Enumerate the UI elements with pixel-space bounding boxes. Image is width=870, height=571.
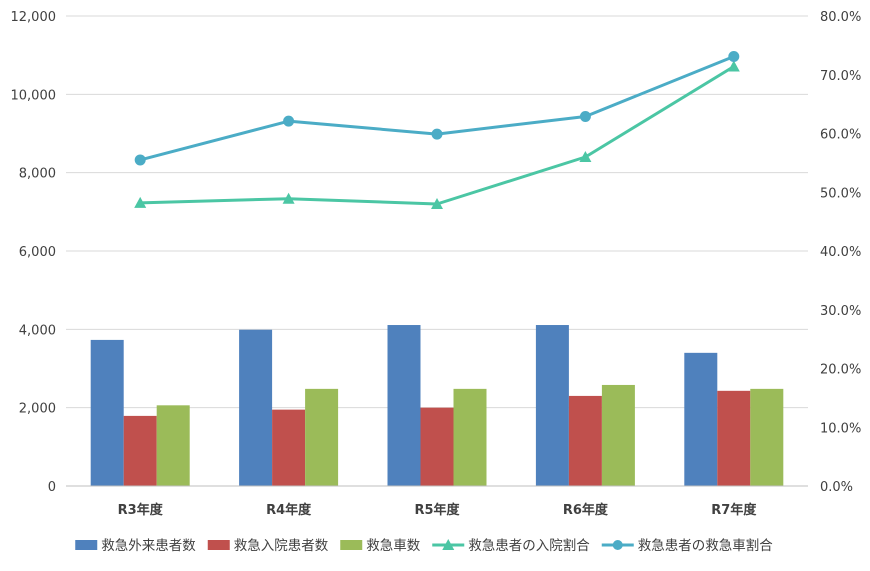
point-marker	[728, 51, 740, 63]
legend-label: 救急外来患者数	[101, 538, 196, 554]
y-left-tick-label: 8,000	[19, 167, 56, 182]
point-marker	[283, 115, 295, 127]
y-right-tick-label: 80.0%	[820, 10, 861, 25]
point-marker	[579, 151, 592, 162]
x-tick-label: R6年度	[563, 502, 609, 518]
legend-label: 救急患者の入院割合	[468, 537, 590, 554]
y-left-tick-label: 10,000	[11, 88, 57, 103]
bar	[601, 384, 635, 486]
axes: 0 2,000 4,000 6,000 8,000 10,000 12,000 0.0% 10.…	[11, 10, 862, 518]
y-left-tick-label: 2,000	[19, 402, 56, 417]
bar	[305, 388, 339, 486]
bar	[387, 325, 421, 486]
bar	[717, 390, 751, 486]
bar	[90, 339, 124, 486]
x-tick-label: R4年度	[266, 502, 312, 518]
point-marker	[727, 60, 740, 72]
y-right-tick-label: 20.0%	[820, 363, 861, 378]
bar	[750, 388, 784, 486]
legend: 救急外来患者数 救急入院患者数 救急車数 救急患者の入院割合 救急患者の救急車割合	[75, 537, 773, 554]
bar	[453, 388, 487, 486]
legend-label: 救急車数	[366, 538, 420, 554]
bar	[272, 409, 306, 486]
y-right-tick-label: 70.0%	[820, 69, 861, 84]
series-line	[139, 55, 735, 162]
legend-label: 救急患者の救急車割合	[638, 537, 773, 554]
y-right-tick-label: 50.0%	[820, 186, 861, 201]
y-right-tick-label: 40.0%	[820, 245, 861, 260]
y-left-tick-label: 12,000	[11, 10, 57, 25]
line-series-group	[134, 51, 740, 209]
point-marker	[134, 196, 147, 208]
bar	[123, 415, 157, 486]
x-tick-label: R7年度	[711, 502, 757, 518]
y-right-tick-label: 60.0%	[820, 128, 861, 143]
y-left-tick-label: 6,000	[19, 245, 56, 260]
legend-label: 救急入院患者数	[234, 538, 329, 554]
y-left-tick-label: 4,000	[19, 323, 56, 338]
y-right-tick-label: 30.0%	[820, 304, 861, 319]
x-tick-label: R3年度	[118, 502, 164, 518]
legend-swatch	[340, 540, 363, 550]
point-marker	[282, 192, 295, 204]
bar	[568, 395, 602, 486]
bar	[684, 352, 718, 486]
y-right-tick-label: 10.0%	[820, 421, 861, 436]
point-marker	[431, 198, 443, 209]
point-marker	[431, 128, 443, 140]
point-marker	[134, 154, 146, 166]
bar	[239, 329, 273, 486]
legend-marker	[612, 540, 623, 550]
y-right-tick-label: 0.0%	[820, 480, 853, 495]
bar	[420, 407, 454, 486]
bar	[535, 325, 569, 486]
legend-marker	[442, 539, 455, 550]
bar-series-group	[90, 325, 784, 486]
x-tick-label: R5年度	[414, 502, 460, 518]
point-marker	[579, 110, 591, 122]
y-left-tick-label: 0	[48, 480, 56, 495]
gridlines	[66, 15, 808, 409]
legend-swatch	[207, 540, 230, 550]
legend-swatch	[75, 540, 98, 550]
bar	[156, 405, 190, 486]
